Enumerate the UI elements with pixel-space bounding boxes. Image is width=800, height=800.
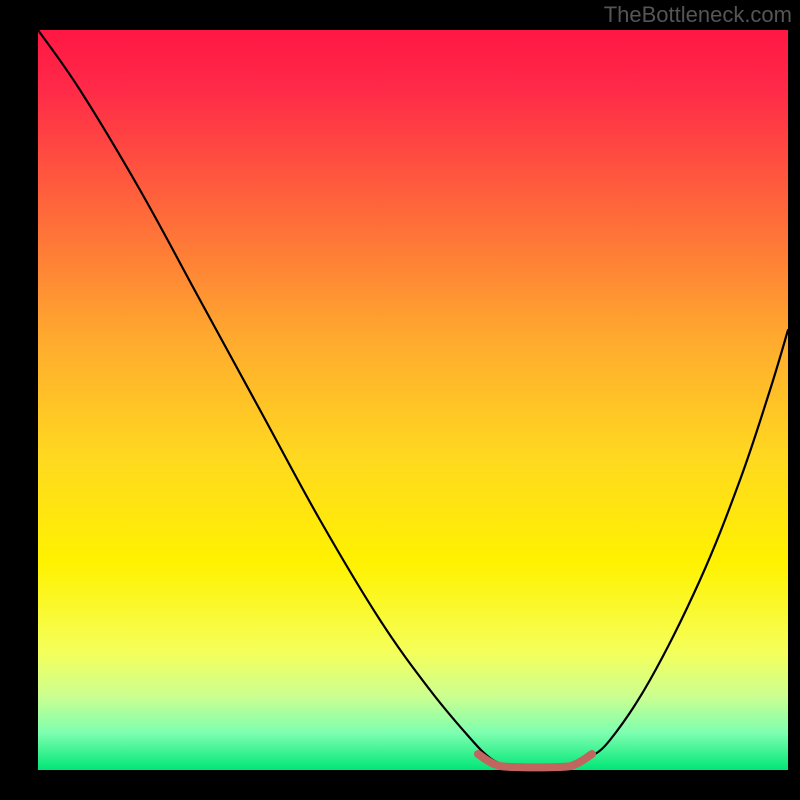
plot-area <box>38 30 788 770</box>
bottleneck-chart <box>0 0 800 800</box>
chart-container: TheBottleneck.com <box>0 0 800 800</box>
watermark-text: TheBottleneck.com <box>604 2 792 28</box>
